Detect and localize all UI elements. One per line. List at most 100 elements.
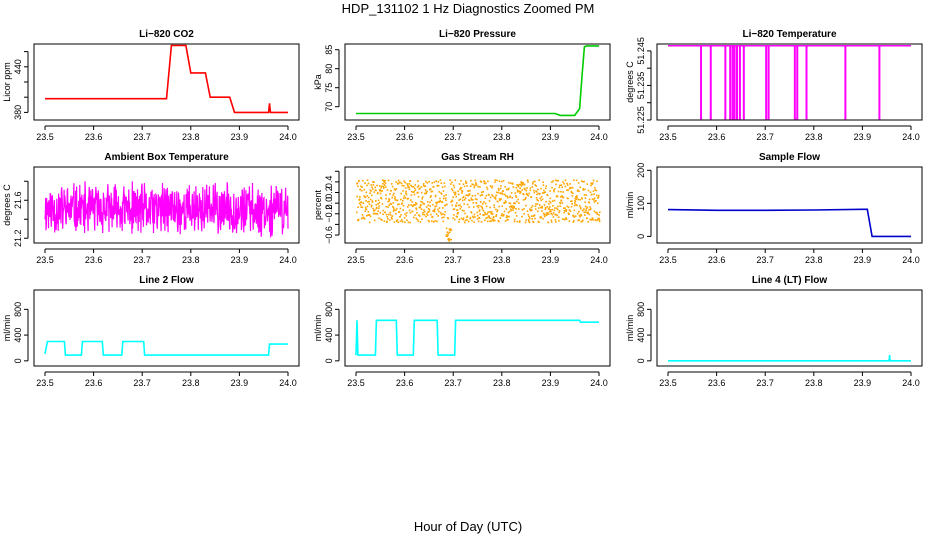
panel-5-point [421, 196, 424, 198]
panel-5-point [452, 184, 455, 187]
panel-5-point [564, 207, 566, 209]
panel-5-point [385, 213, 388, 216]
panel-5-point [544, 213, 546, 216]
panel-4-title: Ambient Box Temperature [104, 152, 229, 163]
panel-5-point [558, 186, 561, 189]
panel-5-point [456, 216, 458, 218]
panel-5-point [451, 200, 454, 202]
panel-5-point [444, 197, 447, 199]
panel-5-point [493, 219, 495, 221]
panel-5-title: Gas Stream RH [441, 152, 514, 163]
panel-5-point [389, 214, 392, 216]
panel-5-point [372, 181, 374, 183]
panel-5-point [444, 185, 446, 188]
panel-5-point [561, 202, 564, 204]
panel-5-point [436, 202, 438, 205]
panel-5-point [423, 184, 425, 187]
panel-5-point [395, 188, 398, 190]
panel-5-point [501, 180, 503, 183]
panel-5-point [427, 204, 429, 207]
panel-5-point [440, 213, 443, 216]
panel-5-point [531, 209, 533, 211]
panel-5-point [439, 197, 441, 200]
panel-5-point [501, 193, 504, 195]
panel-5-point [591, 217, 594, 220]
panel-5-point [415, 204, 417, 206]
panel-5-point [591, 198, 594, 200]
panel-5-y-axis-label: percent [313, 189, 323, 220]
panel-5-point [584, 201, 586, 204]
panel-5-point [511, 183, 514, 185]
panel-5-point [464, 197, 467, 199]
panel-5-point [381, 203, 384, 205]
panel-5-point [486, 213, 489, 215]
panel-9-title: Line 4 (LT) Flow [752, 275, 828, 286]
panel-5-point [563, 182, 565, 185]
panel-5-point [428, 180, 430, 183]
panel-5-point [542, 218, 544, 220]
panel-5-point [392, 205, 394, 208]
panel-5-point [463, 185, 466, 188]
panel-5-point [591, 193, 593, 196]
panel-5-point [357, 206, 359, 208]
panel-5-point [454, 179, 456, 181]
panel-5-point [551, 208, 554, 211]
panel-5-point [428, 209, 431, 211]
panel-5-point [473, 184, 476, 187]
panel-5-point [436, 201, 439, 203]
panel-5-point [496, 210, 498, 213]
panel-5-point [373, 210, 375, 212]
panel-5-point [403, 195, 406, 197]
panel-5-point [448, 237, 450, 240]
panel-5-point [497, 219, 500, 222]
panel-5-point [510, 209, 513, 212]
panel-5-point [512, 186, 515, 188]
panel-5-point [444, 204, 447, 206]
panel-5-point [474, 216, 476, 218]
panel-7-line [44, 340, 288, 356]
panel-5-point [411, 185, 413, 188]
panel-5-point [515, 195, 517, 197]
panel-5-point [531, 205, 534, 207]
panel-5-point [468, 199, 470, 201]
panel-1-y-tick-label: 440 [13, 59, 23, 74]
panel-5-point [495, 214, 498, 216]
panel-5-point [378, 217, 380, 220]
panel-5-point [462, 196, 464, 199]
panel-5-point [536, 198, 538, 201]
panel-5-point [572, 179, 575, 181]
panel-5-point [450, 188, 453, 190]
panel-5-point [406, 212, 408, 214]
panel-5-point [528, 215, 530, 218]
panel-5-point [379, 192, 382, 195]
panel-5-point [472, 183, 474, 186]
panel-5-point [431, 182, 433, 184]
panel-5-point [587, 221, 590, 223]
panel-5-point [570, 187, 572, 189]
panel-5-point [388, 219, 391, 221]
panel-5-point [544, 206, 547, 209]
panel-5-point [560, 190, 562, 193]
panel-5-point [482, 203, 484, 205]
panel-5-point [474, 179, 477, 182]
panel-5-point [443, 195, 445, 197]
panel-5-point [524, 221, 527, 224]
panel-5-point [392, 194, 394, 197]
panel-5-point [520, 183, 522, 186]
panel-5-point [375, 206, 378, 209]
panel-5-point [499, 192, 502, 195]
panel-4-y-tick-label: 21.2 [13, 229, 23, 247]
panel-5-point [477, 220, 480, 223]
panel-5-point [388, 200, 390, 202]
panel-5-point [411, 210, 414, 213]
panel-5-point [570, 190, 573, 193]
panel-5-point [375, 189, 377, 192]
panel-5-point [392, 207, 395, 209]
panel-5-point [538, 204, 541, 206]
panel-1-series [45, 44, 288, 114]
panel-5-point [369, 192, 371, 194]
panel-5-point [550, 221, 553, 223]
panel-5-point [507, 188, 510, 191]
panel-5-point [499, 217, 502, 219]
panel-5-point [557, 179, 559, 182]
